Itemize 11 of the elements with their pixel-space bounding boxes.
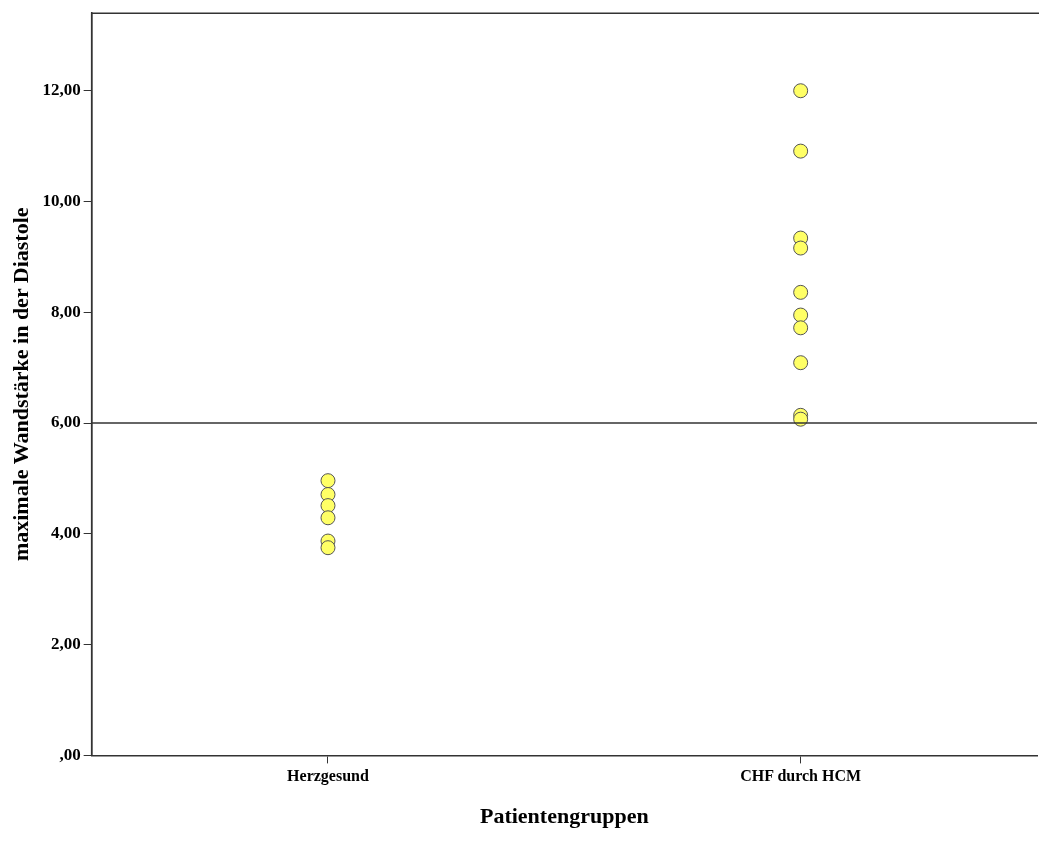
y-tick-label: 10,00 bbox=[42, 190, 81, 210]
y-tick-label: 8,00 bbox=[50, 301, 81, 321]
y-axis-title: maximale Wandstärke in der Diastole bbox=[7, 207, 33, 562]
y-tick-label: ,00 bbox=[59, 744, 81, 764]
x-tick-label: Herzgesund bbox=[287, 767, 369, 786]
y-tick-label: 6,00 bbox=[50, 412, 81, 432]
y-tick-label: 4,00 bbox=[50, 523, 81, 543]
y-tick-label: 2,00 bbox=[50, 634, 81, 654]
y-tick-label: 12,00 bbox=[42, 80, 81, 100]
x-axis-title: Patientengruppen bbox=[479, 803, 649, 829]
x-tick-label: CHF durch HCM bbox=[740, 767, 862, 785]
